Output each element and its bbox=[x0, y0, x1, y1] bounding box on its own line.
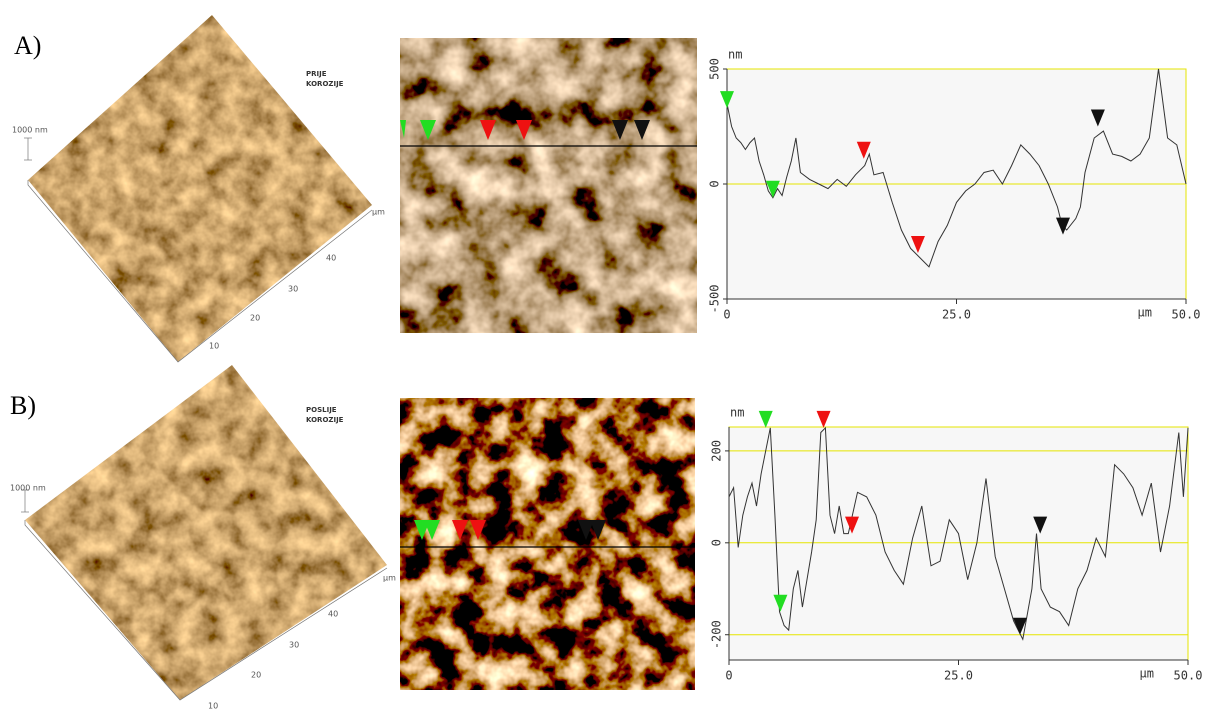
y-tick-label: -500 bbox=[708, 285, 722, 314]
3d-axes bbox=[21, 137, 388, 701]
cursor-marker bbox=[845, 516, 860, 534]
cursor-marker bbox=[765, 180, 780, 198]
y-tick-label: -200 bbox=[710, 620, 724, 649]
y-tick-label: 200 bbox=[710, 440, 724, 462]
afm-2d-image bbox=[400, 398, 695, 690]
cursor-marker bbox=[1013, 617, 1028, 635]
axis-tick: 10 bbox=[208, 702, 218, 711]
y-tick-label: 0 bbox=[708, 180, 722, 187]
x-axis-label: μm bbox=[1138, 306, 1152, 320]
x-tick-label: 25.0 bbox=[944, 669, 973, 683]
cursor-marker bbox=[1033, 516, 1048, 534]
axis-tick: 40 bbox=[326, 254, 336, 263]
panel-label: B) bbox=[10, 391, 36, 420]
afm-3d-image bbox=[28, 15, 372, 362]
x-tick-label: 0 bbox=[725, 669, 732, 683]
x-tick-label: 25.0 bbox=[942, 308, 971, 322]
axis-tick: 40 bbox=[328, 610, 338, 619]
x-tick-label: 0 bbox=[723, 308, 730, 322]
x-tick-label: 50.0 bbox=[1172, 308, 1201, 322]
cursor-marker bbox=[720, 91, 734, 109]
afm-2d-image bbox=[400, 38, 697, 333]
x-axis-label: μm bbox=[1140, 667, 1154, 681]
axis-tick: 30 bbox=[288, 285, 298, 294]
cursor-marker bbox=[758, 410, 773, 428]
cursor-marker bbox=[773, 594, 788, 612]
y-axis-label: nm bbox=[728, 48, 742, 62]
afm-3d-image bbox=[25, 365, 387, 700]
cursor-marker bbox=[1090, 109, 1105, 127]
image-label: POSLIJE bbox=[306, 406, 337, 414]
axis-tick: 20 bbox=[251, 671, 261, 680]
scale-label: 1000 nm bbox=[12, 126, 48, 135]
cursor-marker bbox=[816, 410, 831, 428]
x-tick-label: 50.0 bbox=[1174, 669, 1203, 683]
cursor-marker bbox=[856, 141, 871, 159]
cursor-marker bbox=[910, 236, 925, 253]
axis-tick: 30 bbox=[289, 641, 299, 650]
y-axis-label: nm bbox=[730, 406, 744, 420]
axis-unit: μm bbox=[372, 208, 385, 217]
axis-tick: 10 bbox=[209, 342, 219, 351]
cursor-marker bbox=[1055, 217, 1070, 235]
profile-line bbox=[726, 68, 1187, 268]
axis-tick: 20 bbox=[250, 314, 260, 323]
scale-label: 1000 nm bbox=[10, 484, 46, 493]
profile-cursors bbox=[400, 120, 650, 540]
image-label: PRIJE bbox=[306, 70, 327, 78]
image-label: KOROZIJE bbox=[306, 416, 344, 424]
axis-unit: μm bbox=[383, 574, 396, 583]
y-tick-label: 500 bbox=[708, 58, 722, 80]
y-tick-label: 0 bbox=[710, 539, 724, 546]
image-label: KOROZIJE bbox=[306, 80, 344, 88]
plot-area bbox=[728, 426, 1189, 661]
panel-label: A) bbox=[14, 31, 41, 60]
